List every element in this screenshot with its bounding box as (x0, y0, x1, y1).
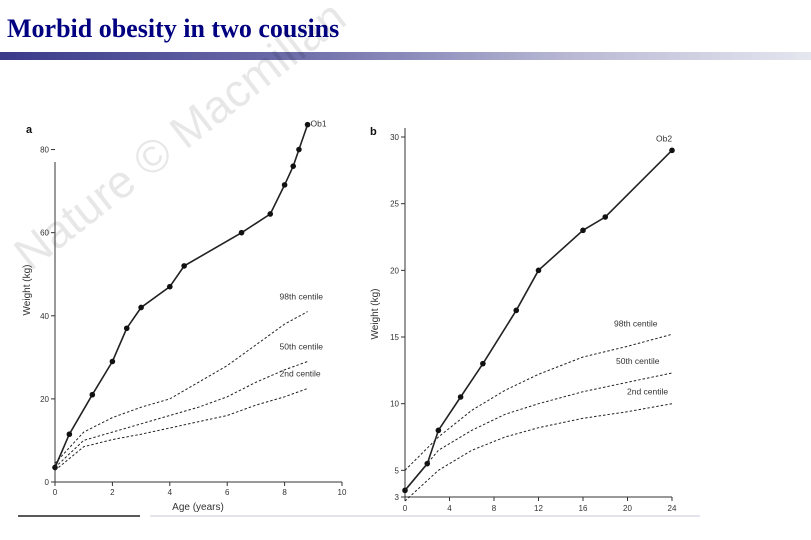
panel-a-point-1 (66, 431, 73, 438)
panel-a-y-axis: 0 20 40 60 80 (40, 146, 56, 487)
panel-a-point-4 (123, 325, 130, 332)
panel-a: a 0 20 40 60 80 0 2 4 6 8 10 Weight (kg) Age (yea… (22, 119, 347, 513)
panel-a-y-tick-label-2: 40 (40, 312, 49, 321)
panel-b-x-tick-label-3: 12 (534, 504, 543, 513)
panel-a-series-label-ob1: Ob1 (311, 119, 327, 129)
panel-b-point-4 (480, 360, 486, 367)
panel-a-series-line-50th-centile (54, 361, 308, 468)
slide-title: Morbid obesity in two cousins (7, 14, 340, 43)
panel-b-series-line-50th-centile (404, 372, 673, 491)
panel-a-point-12 (296, 146, 302, 153)
panel-b-y-axis: 3 5 10 15 20 25 30 (390, 128, 406, 502)
panel-a-point-2 (89, 391, 96, 398)
panel-a-point-7 (181, 263, 187, 269)
panel-b-series-line-ob2 (404, 149, 673, 491)
panel-a-x-tick-label-0: 0 (53, 488, 58, 497)
panel-a-point-3 (109, 358, 116, 365)
panel-b-y-tick-label-6: 30 (390, 133, 399, 142)
panel-a-point-8 (238, 229, 245, 236)
panel-a-series-label-98th-centile: 98th centile (280, 292, 324, 302)
panel-a-label: a (26, 124, 33, 136)
panel-a-series-line-98th-centile (54, 311, 308, 464)
panel-a-point-11 (290, 163, 297, 169)
panel-b-x-tick-label-6: 24 (668, 504, 677, 513)
panel-b-y-axis-label: Weight (kg) (370, 289, 381, 340)
panel-b-y-tick-label-4: 20 (390, 266, 399, 275)
panel-b-x-tick-label-1: 4 (447, 504, 452, 513)
panel-a-series: Ob1 98th centile 50th centile 2nd centile (52, 119, 327, 471)
panel-a-x-axis-label: Age (years) (172, 502, 224, 513)
panel-a-point-5 (138, 304, 144, 311)
panel-a-point-13 (304, 121, 311, 128)
panel-a-y-tick-label-1: 20 (40, 395, 49, 404)
panel-b-point-7 (580, 227, 586, 234)
panel-b-point-8 (602, 214, 609, 220)
panel-a-series-label-2nd-centile: 2nd centile (280, 369, 321, 379)
panel-b-y-tick-label-3: 15 (390, 333, 399, 342)
panel-a-x-tick-label-2: 4 (168, 488, 173, 497)
panel-b-x-tick-label-4: 16 (579, 504, 588, 513)
panel-b-x-tick-label-0: 0 (403, 504, 408, 513)
panel-b-x-axis: 0 4 8 12 16 20 24 (403, 496, 677, 513)
panel-a-point-6 (167, 283, 173, 290)
panel-b: b 3 5 10 15 20 25 30 0 4 8 12 16 20 24 Weight (kg) O… (370, 126, 677, 513)
panel-b-series-label-98th-centile: 98th centile (614, 318, 658, 328)
panel-b-y-tick-label-1: 5 (395, 466, 400, 475)
panel-b-series-label-ob2: Ob2 (656, 133, 672, 143)
panel-b-y-tick-label-2: 10 (390, 400, 399, 409)
panel-b-point-2 (435, 427, 442, 434)
panel-a-series-line-2nd-centile (54, 388, 308, 471)
panel-a-series-label-50th-centile: 50th centile (280, 341, 324, 351)
panel-a-point-9 (267, 211, 274, 217)
panel-a-x-tick-label-3: 6 (225, 488, 230, 497)
panel-b-y-tick-label-5: 25 (390, 200, 399, 209)
panel-b-point-0 (402, 487, 408, 494)
panel-b-x-tick-label-5: 20 (623, 504, 632, 513)
panel-b-series-line-98th-centile (404, 333, 673, 471)
panel-a-x-tick-label-4: 8 (282, 488, 287, 497)
panel-a-x-tick-label-5: 10 (338, 488, 347, 497)
panel-b-series: Ob2 98th centile 50th centile 2nd centile (402, 133, 675, 502)
panel-b-y-tick-label-0: 3 (395, 493, 400, 502)
panel-a-x-tick-label-1: 2 (110, 488, 115, 497)
panel-a-y-tick-label-4: 80 (40, 146, 49, 155)
panel-b-series-label-50th-centile: 50th centile (616, 356, 660, 366)
title-underline (0, 52, 811, 60)
panel-b-x-tick-label-2: 8 (492, 504, 497, 513)
panel-b-series-line-2nd-centile (404, 403, 673, 502)
panel-a-y-axis-label: Weight (kg) (22, 265, 33, 316)
panel-b-point-5 (513, 307, 520, 314)
panel-b-point-9 (669, 147, 675, 154)
panel-b-series-label-2nd-centile: 2nd centile (627, 387, 668, 397)
panel-b-point-3 (457, 394, 464, 400)
panel-a-y-tick-label-0: 0 (45, 478, 50, 487)
panel-a-series-line-ob1 (54, 124, 309, 468)
panel-a-x-axis: 0 2 4 6 8 10 (53, 481, 347, 497)
panel-b-point-6 (535, 267, 542, 274)
panel-b-label: b (370, 126, 377, 138)
panel-a-point-10 (281, 182, 288, 188)
panel-a-y-tick-label-3: 60 (40, 229, 49, 238)
